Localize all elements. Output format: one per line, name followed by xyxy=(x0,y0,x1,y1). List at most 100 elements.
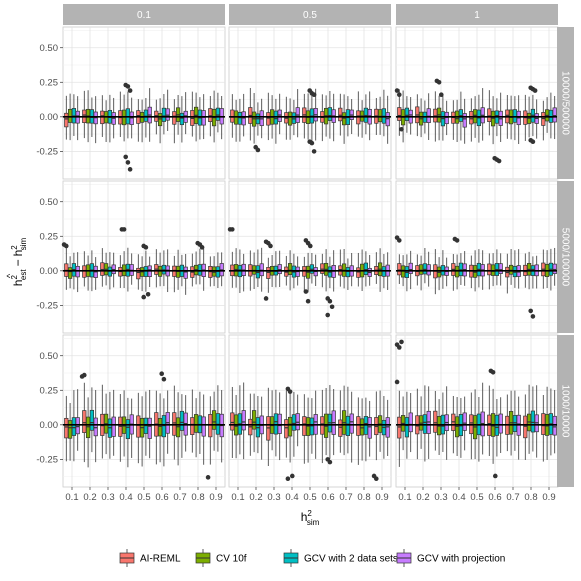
box xyxy=(251,93,257,144)
x-tick-label: 0.9 xyxy=(542,492,555,503)
box xyxy=(165,390,170,454)
box xyxy=(498,92,503,143)
y-tick-label: -0.25 xyxy=(36,301,58,312)
box xyxy=(259,98,264,139)
box-body xyxy=(462,113,467,128)
box xyxy=(295,394,300,447)
box-body xyxy=(201,110,206,126)
box xyxy=(404,96,410,133)
legend-label: AI-REML xyxy=(140,554,181,565)
box xyxy=(93,390,98,463)
box xyxy=(338,390,343,453)
box-body xyxy=(408,262,413,274)
box xyxy=(436,257,442,291)
outlier-point xyxy=(490,370,496,375)
box xyxy=(444,386,449,460)
outlier-point xyxy=(436,79,442,85)
outlier-point xyxy=(454,238,460,243)
outlier-point xyxy=(396,92,402,98)
col-strip xyxy=(229,4,391,25)
box xyxy=(516,95,521,145)
svg-text:h2est−h2sim: h2est−h2sim xyxy=(10,237,28,286)
x-tick-label: 0.8 xyxy=(191,492,204,503)
row-strip xyxy=(557,335,574,487)
box xyxy=(161,250,167,287)
box-body xyxy=(67,108,73,123)
box xyxy=(397,390,402,467)
box-body xyxy=(215,107,221,121)
outlier-point xyxy=(532,88,538,93)
facet-panel xyxy=(62,334,226,488)
y-tick-label: 0.00 xyxy=(40,266,59,277)
outlier-point xyxy=(205,475,211,480)
facet-panel xyxy=(227,180,392,334)
outlier-point xyxy=(399,126,404,132)
box xyxy=(381,396,387,459)
box-body xyxy=(277,264,282,275)
box-body xyxy=(356,416,361,436)
box-body xyxy=(183,266,188,279)
x-tick-label: 0.7 xyxy=(173,492,186,503)
outlier-point xyxy=(125,84,131,89)
x-tick-label: 0.2 xyxy=(416,492,429,503)
x-axis-ticks: 0.1 0.2 0.3 0.4 0.5 0.6 0.7 0.8 0.9 0.1 0.2 0.3 0.4 0… xyxy=(65,487,556,503)
y-tick-label: 0.25 xyxy=(40,386,59,397)
box xyxy=(512,96,518,141)
facet-panel xyxy=(61,180,226,334)
box xyxy=(147,389,152,459)
box-body xyxy=(377,109,383,123)
box-body xyxy=(215,266,221,278)
box xyxy=(349,99,354,135)
box xyxy=(277,93,282,135)
outlier-point xyxy=(287,389,293,394)
box xyxy=(179,96,185,143)
x-tick-label: 0.3 xyxy=(434,492,447,503)
box-body xyxy=(136,267,141,280)
box-body xyxy=(71,417,77,436)
box xyxy=(349,391,354,463)
box-body xyxy=(287,416,293,437)
outlier-point xyxy=(63,243,69,249)
box xyxy=(291,391,297,457)
box xyxy=(103,252,109,286)
outlier-point xyxy=(394,379,400,385)
box-body xyxy=(208,108,213,123)
facet-panel xyxy=(228,334,392,488)
box xyxy=(404,254,410,292)
box-body xyxy=(208,414,213,438)
x-tick-label: 0.4 xyxy=(452,492,465,503)
box-body xyxy=(469,111,474,125)
outlier-point xyxy=(309,140,315,146)
box xyxy=(291,99,297,136)
box xyxy=(111,97,116,139)
y-tick-label: 0.50 xyxy=(40,43,59,54)
box xyxy=(534,385,539,458)
box xyxy=(367,400,372,457)
box-body xyxy=(498,413,503,434)
x-tick-label: 0.7 xyxy=(339,492,352,503)
box-body xyxy=(85,416,91,439)
x-tick-label: 0.2 xyxy=(249,492,262,503)
box xyxy=(284,390,289,458)
box-body xyxy=(287,263,293,275)
outlier-point xyxy=(496,158,502,164)
box-body xyxy=(93,417,98,437)
col-strip-label: 0.5 xyxy=(303,10,317,21)
outlier-point xyxy=(268,243,273,249)
box-body xyxy=(237,111,243,125)
box xyxy=(255,249,261,288)
x-tick-label: 0.6 xyxy=(488,492,501,503)
box xyxy=(341,94,347,144)
x-tick-label: 0.2 xyxy=(83,492,96,503)
box-body xyxy=(404,107,410,121)
box xyxy=(552,95,557,140)
x-tick-label: 0.8 xyxy=(524,492,537,503)
box-body xyxy=(397,416,402,439)
box xyxy=(476,249,482,288)
row-strip xyxy=(557,27,574,179)
box xyxy=(433,390,438,451)
facet-panel xyxy=(394,334,559,488)
box xyxy=(552,247,557,286)
box-body xyxy=(397,263,402,276)
